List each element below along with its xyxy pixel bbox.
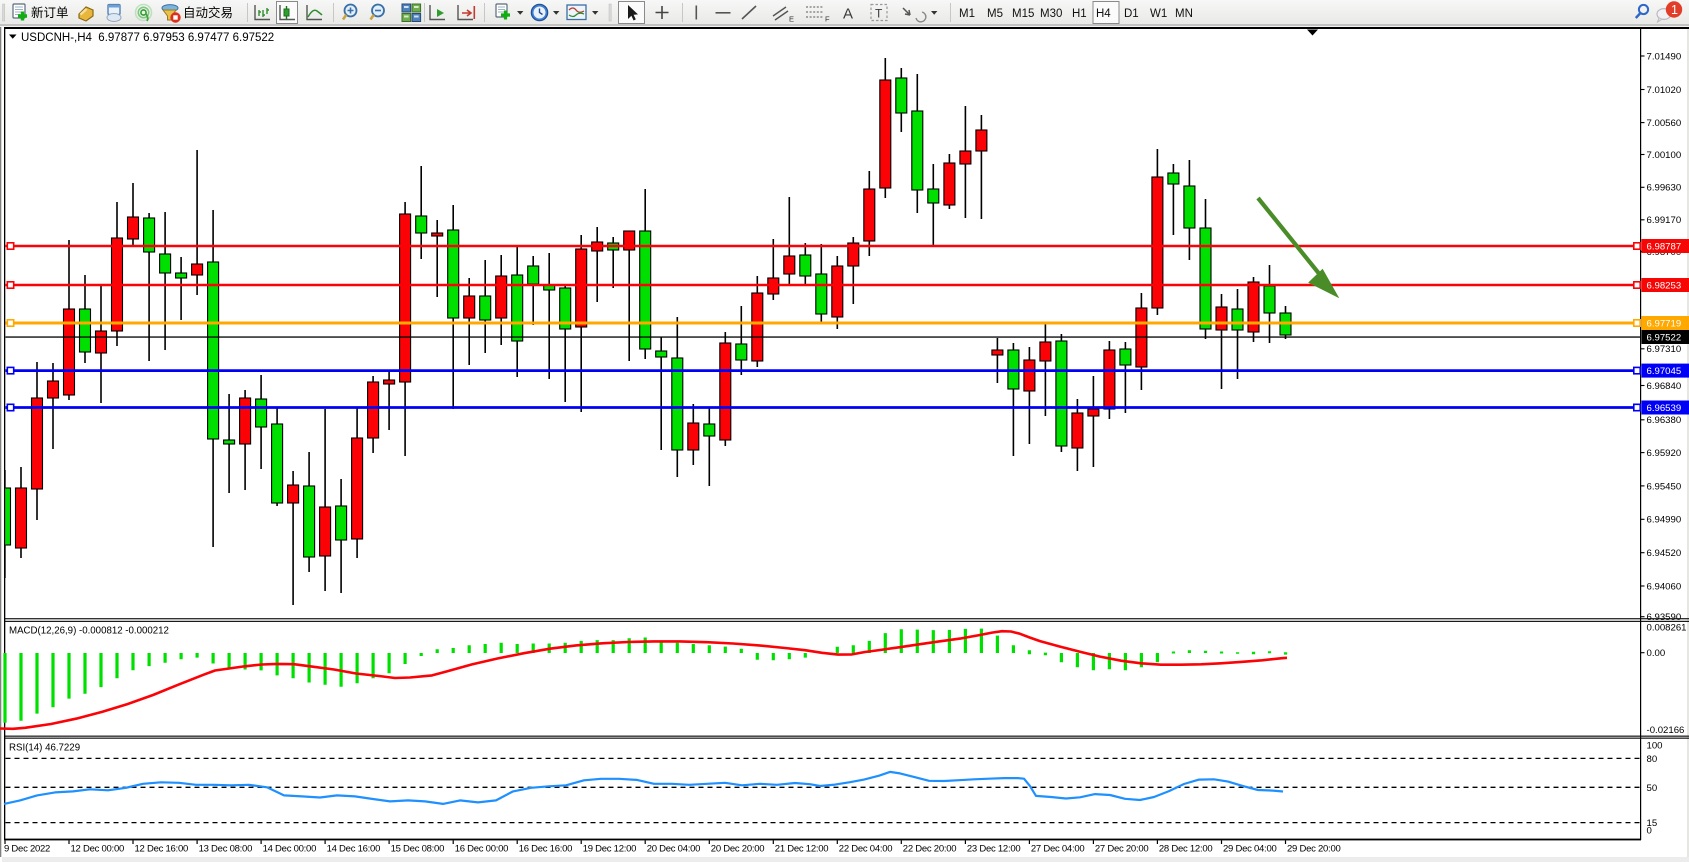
svg-text:7.00560: 7.00560 bbox=[1647, 118, 1682, 129]
svg-text:19 Dec 12:00: 19 Dec 12:00 bbox=[583, 843, 637, 854]
svg-text:0.008261: 0.008261 bbox=[1647, 622, 1687, 633]
svg-text:27 Dec 20:00: 27 Dec 20:00 bbox=[1095, 843, 1149, 854]
svg-text:H1: H1 bbox=[1072, 8, 1087, 20]
svg-text:20 Dec 04:00: 20 Dec 04:00 bbox=[647, 843, 701, 854]
svg-text:MN: MN bbox=[1175, 8, 1193, 20]
svg-text:21 Dec 12:00: 21 Dec 12:00 bbox=[775, 843, 829, 854]
svg-text:MACD(12,26,9) -0.000812 -0.000: MACD(12,26,9) -0.000812 -0.000212 bbox=[9, 626, 169, 637]
svg-text:6.99170: 6.99170 bbox=[1647, 215, 1682, 226]
svg-text:6.99630: 6.99630 bbox=[1647, 183, 1682, 194]
svg-text:0.00: 0.00 bbox=[1647, 648, 1666, 659]
svg-text:16 Dec 00:00: 16 Dec 00:00 bbox=[455, 843, 509, 854]
svg-text:12 Dec 00:00: 12 Dec 00:00 bbox=[71, 843, 125, 854]
svg-text:USDCNH-,H4 6.97877 6.97953 6.: USDCNH-,H4 6.97877 6.97953 6.97477 6.975… bbox=[21, 32, 274, 44]
svg-text:6.98787: 6.98787 bbox=[1647, 241, 1682, 252]
svg-text:14 Dec 16:00: 14 Dec 16:00 bbox=[327, 843, 381, 854]
svg-text:7.00100: 7.00100 bbox=[1647, 150, 1682, 161]
svg-text:23 Dec 12:00: 23 Dec 12:00 bbox=[967, 843, 1021, 854]
svg-text:6.95450: 6.95450 bbox=[1647, 481, 1682, 492]
svg-text:22 Dec 04:00: 22 Dec 04:00 bbox=[839, 843, 893, 854]
svg-text:27 Dec 04:00: 27 Dec 04:00 bbox=[1031, 843, 1085, 854]
svg-text:6.97045: 6.97045 bbox=[1647, 366, 1682, 377]
svg-text:0: 0 bbox=[1647, 826, 1652, 837]
svg-text:6.96539: 6.96539 bbox=[1647, 403, 1682, 414]
svg-text:6.97719: 6.97719 bbox=[1647, 318, 1682, 329]
svg-text:T: T bbox=[875, 7, 883, 21]
svg-text:9 Dec 2022: 9 Dec 2022 bbox=[4, 843, 50, 854]
svg-text:100: 100 bbox=[1647, 740, 1663, 751]
svg-text:H4: H4 bbox=[1096, 8, 1111, 20]
svg-text:-0.02166: -0.02166 bbox=[1647, 725, 1685, 736]
svg-text:12 Dec 16:00: 12 Dec 16:00 bbox=[135, 843, 189, 854]
svg-text:29 Dec 20:00: 29 Dec 20:00 bbox=[1287, 843, 1341, 854]
svg-text:RSI(14) 46.7229: RSI(14) 46.7229 bbox=[9, 743, 80, 754]
svg-text:M5: M5 bbox=[987, 8, 1003, 20]
svg-text:6.97522: 6.97522 bbox=[1647, 332, 1682, 343]
svg-text:14 Dec 00:00: 14 Dec 00:00 bbox=[263, 843, 317, 854]
svg-text:6.98253: 6.98253 bbox=[1647, 280, 1682, 291]
svg-text:A: A bbox=[843, 6, 853, 23]
svg-text:1: 1 bbox=[1671, 3, 1678, 17]
svg-text:F: F bbox=[825, 15, 830, 24]
svg-text:6.94060: 6.94060 bbox=[1647, 581, 1682, 592]
svg-text:22 Dec 20:00: 22 Dec 20:00 bbox=[903, 843, 957, 854]
svg-text:6.97310: 6.97310 bbox=[1647, 344, 1682, 355]
svg-text:15: 15 bbox=[1647, 818, 1658, 829]
svg-text:M15: M15 bbox=[1012, 8, 1034, 20]
svg-text:E: E bbox=[789, 15, 794, 24]
svg-text:80: 80 bbox=[1647, 754, 1658, 765]
svg-text:6.93590: 6.93590 bbox=[1647, 612, 1682, 623]
svg-text:50: 50 bbox=[1647, 783, 1658, 794]
svg-text:16 Dec 16:00: 16 Dec 16:00 bbox=[519, 843, 573, 854]
svg-text:新订单: 新订单 bbox=[31, 5, 69, 20]
svg-text:6.94520: 6.94520 bbox=[1647, 548, 1682, 559]
svg-text:29 Dec 04:00: 29 Dec 04:00 bbox=[1223, 843, 1277, 854]
svg-text:6.94990: 6.94990 bbox=[1647, 515, 1682, 526]
svg-text:M1: M1 bbox=[959, 8, 975, 20]
svg-text:6.96380: 6.96380 bbox=[1647, 415, 1682, 426]
svg-text:6.96840: 6.96840 bbox=[1647, 381, 1682, 392]
svg-text:15 Dec 08:00: 15 Dec 08:00 bbox=[391, 843, 445, 854]
svg-text:20 Dec 20:00: 20 Dec 20:00 bbox=[711, 843, 765, 854]
svg-text:6.95920: 6.95920 bbox=[1647, 448, 1682, 459]
svg-text:28 Dec 12:00: 28 Dec 12:00 bbox=[1159, 843, 1213, 854]
svg-text:自动交易: 自动交易 bbox=[183, 5, 233, 20]
svg-text:7.01490: 7.01490 bbox=[1647, 51, 1682, 62]
svg-text:D1: D1 bbox=[1124, 8, 1139, 20]
svg-text:7.01020: 7.01020 bbox=[1647, 85, 1682, 96]
svg-text:W1: W1 bbox=[1150, 8, 1167, 20]
svg-text:M30: M30 bbox=[1040, 8, 1062, 20]
svg-text:13 Dec 08:00: 13 Dec 08:00 bbox=[199, 843, 253, 854]
